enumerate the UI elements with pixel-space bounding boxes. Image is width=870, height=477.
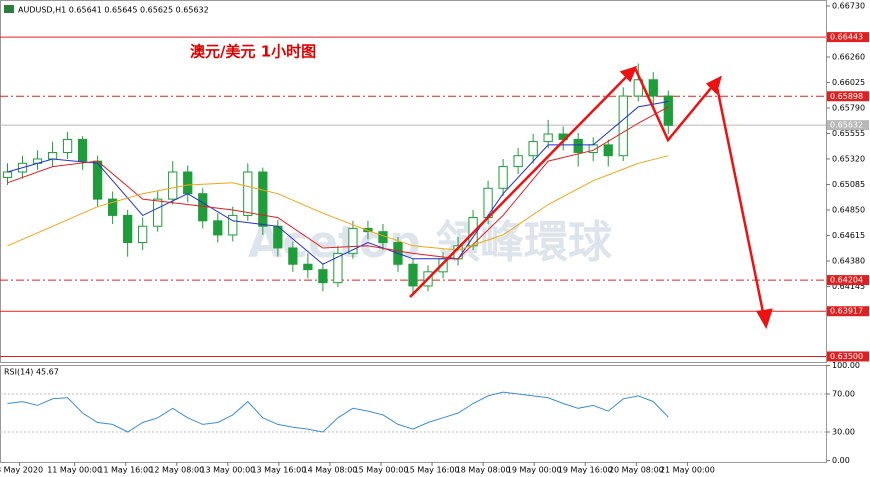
- level-label: 0.63500: [830, 352, 863, 361]
- x-tick-label: 13 May 00:00: [200, 466, 255, 475]
- y-tick-label: 0.65320: [832, 154, 865, 163]
- ma-line: [7, 155, 669, 251]
- level-box: [827, 275, 869, 286]
- candle-body: [168, 171, 178, 200]
- x-tick-label: 20 May 08:00: [609, 466, 664, 475]
- x-tick-label: 11 May 00:00: [47, 466, 102, 475]
- level-label: 0.64204: [830, 276, 863, 285]
- candle-body: [663, 95, 673, 126]
- candle-body: [153, 198, 163, 227]
- candle-body: [348, 227, 358, 254]
- ma-line: [7, 101, 669, 265]
- y-tick-label: 0.65790: [832, 103, 865, 112]
- rsi-tick-label: 0.00: [832, 456, 850, 465]
- candle-body: [273, 225, 283, 249]
- y-tick-label: 0.66730: [832, 1, 865, 10]
- candle-body: [303, 263, 313, 271]
- candle-body: [228, 214, 238, 236]
- candle-body: [648, 79, 658, 97]
- arrow-head: [619, 66, 638, 83]
- x-tick-label: 15 May 00:00: [354, 466, 409, 475]
- candle-body: [543, 133, 553, 143]
- x-tick-label: 11 May 16:00: [98, 466, 153, 475]
- x-tick-label: 18 May 08:00: [456, 466, 511, 475]
- level-box: [827, 306, 869, 317]
- candle-body: [258, 171, 268, 227]
- candle-body: [138, 225, 148, 244]
- candle-body: [77, 138, 88, 162]
- x-tick-label: 19 May 00:00: [507, 466, 562, 475]
- candle-body: [573, 138, 583, 153]
- arrow-head: [756, 308, 773, 330]
- x-tick-label: 14 May 08:00: [303, 466, 358, 475]
- candle-body: [288, 247, 298, 265]
- y-tick-label: 0.66025: [832, 78, 865, 87]
- level-label: 0.65632: [830, 121, 863, 130]
- ma-line: [7, 106, 669, 260]
- candle-body: [62, 138, 73, 153]
- candle-body: [633, 79, 643, 97]
- y-tick-label: 0.64145: [832, 282, 865, 291]
- x-tick-label: 8 May 2020: [0, 466, 43, 475]
- y-tick-label: 0.64850: [832, 205, 865, 214]
- arrows: [409, 65, 773, 330]
- x-tick-label: 15 May 16:00: [405, 466, 460, 475]
- level-box: [827, 351, 869, 362]
- candle-body: [363, 227, 373, 233]
- candle-body: [198, 193, 208, 222]
- price-panel: [0, 0, 827, 363]
- candle-body: [243, 171, 253, 216]
- candle-body: [213, 220, 223, 236]
- annotation: 澳元/美元 1小时图: [190, 43, 316, 61]
- arrow-head: [705, 75, 722, 95]
- y-tick-label: 0.65085: [832, 180, 865, 189]
- candle-body: [513, 155, 523, 168]
- x-tick-label: 13 May 16:00: [251, 466, 306, 475]
- x-tick-label: 12 May 08:00: [149, 466, 204, 475]
- candle-body: [47, 151, 58, 160]
- candle-body: [318, 269, 328, 284]
- level-box: [827, 32, 869, 43]
- candle-body: [108, 198, 118, 216]
- y-tick-label: 0.65555: [832, 129, 865, 138]
- candle-body: [183, 171, 193, 195]
- candle-body: [2, 171, 13, 178]
- rsi-tick-label: 100.00: [832, 361, 860, 370]
- y-tick-label: 0.64380: [832, 256, 865, 265]
- header: AUDUSD,H1 0.65641 0.65645 0.65625 0.6563…: [18, 6, 209, 15]
- level-label: 0.66443: [830, 33, 863, 42]
- candle-body: [603, 144, 613, 157]
- symbol-icon: [4, 5, 14, 13]
- level-box: [827, 120, 869, 131]
- level-box: [827, 91, 869, 102]
- watermark: Acetop 領峰環球: [248, 217, 613, 268]
- candle-body: [123, 214, 133, 244]
- rsi-label: RSI(14) 45.67: [4, 368, 59, 377]
- candle-body: [408, 263, 418, 287]
- x-tick-label: 19 May 16:00: [558, 466, 613, 475]
- x-tick-label: 21 May 00:00: [660, 466, 715, 475]
- candle-body: [333, 252, 343, 284]
- y-tick-label: 0.64615: [832, 231, 865, 240]
- rsi-tick-label: 30.00: [832, 428, 855, 437]
- candle-body: [528, 141, 538, 157]
- rsi-line: [7, 391, 669, 433]
- candle-body: [498, 166, 508, 189]
- level-label: 0.65898: [830, 92, 863, 101]
- level-label: 0.63917: [830, 307, 863, 316]
- rsi-tick-label: 70.00: [832, 390, 855, 399]
- candle-body: [618, 95, 628, 157]
- rsi-panel: [0, 365, 827, 463]
- forecast-arrow: [409, 65, 767, 323]
- y-tick-label: 0.66260: [832, 52, 865, 61]
